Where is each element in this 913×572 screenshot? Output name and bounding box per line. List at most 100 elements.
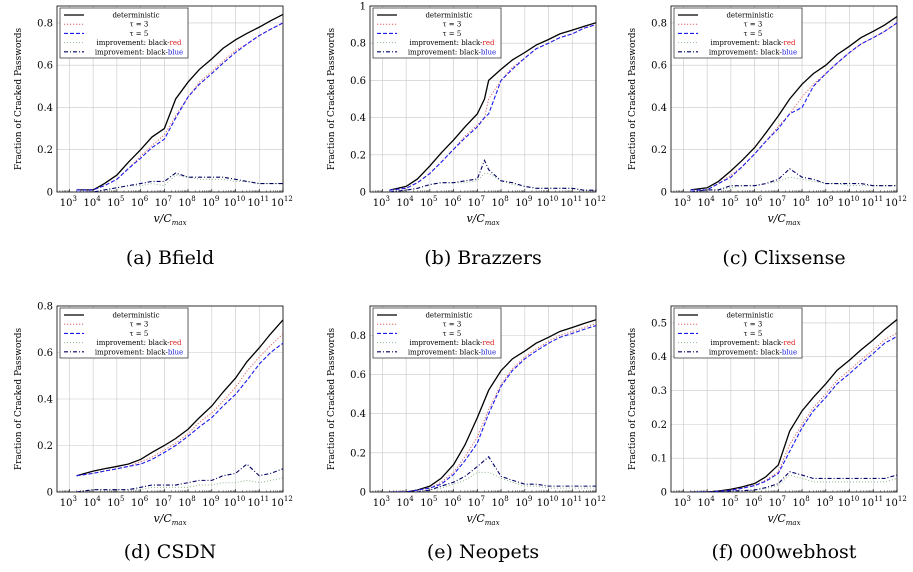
y-tick-label: 0: [360, 188, 366, 199]
x-axis-label: v/Cmax: [466, 212, 499, 227]
x-axis-label: v/Cmax: [153, 512, 186, 527]
plot-frame: [56, 305, 284, 493]
y-tick-label: 0: [661, 488, 667, 499]
y-tick-label: 0.2: [350, 150, 366, 161]
legend-box: [673, 307, 803, 359]
legend-box: [59, 307, 189, 359]
x-tick-label: 1012: [885, 495, 907, 509]
y-tick-label: 0.5: [651, 318, 667, 329]
y-tick-label: 0.8: [37, 302, 53, 313]
x-tick-label: 108: [178, 195, 195, 209]
y-tick-label: 0.6: [350, 76, 366, 87]
x-tick-label: 106: [444, 495, 462, 509]
legend-label: improvement: black-red: [410, 39, 495, 47]
y-tick-label: 0.4: [651, 352, 667, 363]
x-tick-label: 108: [792, 495, 809, 509]
panel-caption: (f) 000webhost: [712, 541, 857, 563]
series-line: [389, 323, 596, 492]
legend-color-word: blue: [168, 48, 183, 56]
y-tick-label: 0.6: [350, 370, 366, 381]
y-tick-label: 0.4: [37, 395, 53, 406]
x-tick-label: 107: [468, 495, 485, 509]
x-tick-label: 105: [107, 495, 124, 509]
series-line: [76, 342, 283, 477]
x-axis-label: v/Cmax: [767, 512, 800, 527]
x-tick-label: 109: [816, 195, 833, 209]
series-line: [690, 335, 897, 492]
x-tick-label: 1011: [861, 495, 883, 509]
series-line: [76, 463, 283, 492]
x-tick-label: 106: [131, 495, 149, 509]
y-tick-label: 1: [360, 2, 366, 13]
legend-color-word: red: [170, 39, 182, 47]
x-tick-label: 1011: [247, 195, 269, 209]
y-axis-label: Fraction of Cracked Passwords: [327, 328, 337, 471]
legend-label: deterministic: [112, 12, 159, 20]
y-tick-label: 0.3: [651, 386, 667, 397]
legend-label: τ = 5: [130, 330, 149, 338]
y-tick-label: 0.8: [350, 39, 366, 50]
x-tick-label: 107: [155, 495, 172, 509]
x-tick-label: 1012: [584, 195, 606, 209]
x-tick-label: 104: [698, 195, 716, 209]
x-tick-label: 109: [202, 495, 219, 509]
plot-frame: [369, 5, 597, 193]
series-line: [690, 16, 897, 191]
legend-color-word: blue: [481, 48, 496, 56]
legend-label: deterministic: [112, 312, 159, 320]
y-tick-label: 0.4: [350, 113, 366, 124]
y-tick-label: 0.2: [37, 441, 53, 452]
x-tick-label: 1011: [247, 495, 269, 509]
legend-box: [372, 307, 502, 359]
y-tick-label: 0.2: [651, 420, 667, 431]
y-tick-label: 0: [360, 488, 366, 499]
x-tick-label: 1012: [271, 495, 293, 509]
y-tick-label: 0: [47, 488, 53, 499]
y-axis-label: Fraction of Cracked Passwords: [14, 28, 24, 171]
x-tick-label: 1010: [537, 495, 559, 509]
legend-label: improvement: black-red: [410, 339, 495, 347]
series-line: [690, 471, 897, 492]
x-tick-label: 105: [721, 495, 738, 509]
legend-label: deterministic: [726, 12, 773, 20]
series-line: [76, 22, 283, 191]
series-line: [690, 22, 897, 191]
legend-label: τ = 3: [130, 21, 149, 29]
series-line: [389, 455, 596, 492]
x-tick-label: 107: [468, 195, 485, 209]
legend-color-word: red: [784, 39, 796, 47]
y-tick-label: 0: [661, 188, 667, 199]
y-axis-label: Fraction of Cracked Passwords: [628, 328, 638, 471]
chart-panel: 103 104 105 106 107 108 109 1010 1011 1012 0 0.1 0.2…: [628, 305, 907, 563]
series-line: [76, 172, 283, 192]
x-tick-label: 1010: [838, 495, 860, 509]
legend-label: τ = 5: [443, 30, 462, 38]
series-line: [389, 22, 596, 191]
y-tick-label: 0.2: [350, 448, 366, 459]
x-tick-label: 1012: [584, 495, 606, 509]
plot-frame: [670, 305, 898, 493]
legend-label: improvement: black-blue: [709, 48, 797, 56]
x-tick-label: 103: [373, 195, 390, 209]
x-tick-label: 103: [674, 495, 691, 509]
legend-label: τ = 3: [443, 21, 462, 29]
y-tick-label: 0.8: [651, 18, 667, 29]
legend-label: improvement: black-blue: [95, 348, 183, 356]
y-tick-label: 0.4: [651, 103, 667, 114]
y-tick-label: 0.1: [651, 454, 667, 465]
x-tick-label: 107: [769, 495, 786, 509]
series-line: [76, 13, 283, 191]
legend-color-word: red: [784, 339, 796, 347]
x-tick-label: 104: [84, 495, 102, 509]
legend-color-word: red: [483, 339, 495, 347]
x-tick-label: 103: [60, 495, 77, 509]
chart-panel: 103 104 105 106 107 108 109 1010 1011 1012 0 0.2 0.4…: [14, 302, 293, 564]
legend-label: improvement: black-red: [97, 339, 182, 347]
series-line: [389, 24, 596, 191]
x-tick-label: 1011: [861, 195, 883, 209]
x-tick-label: 108: [178, 495, 195, 509]
legend-box: [59, 7, 189, 59]
legend-label: τ = 5: [744, 30, 763, 38]
x-tick-label: 107: [155, 195, 172, 209]
legend-label: improvement: black-blue: [408, 348, 496, 356]
